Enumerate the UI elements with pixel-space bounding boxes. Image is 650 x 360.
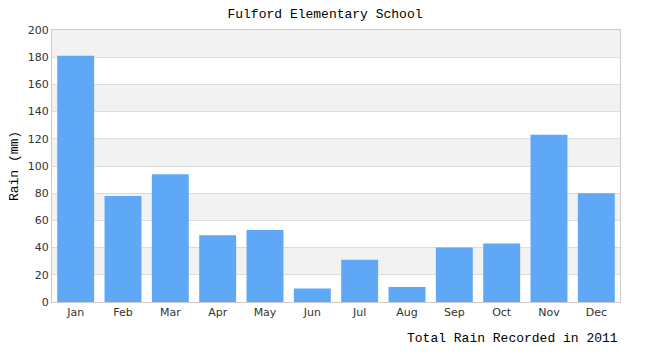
svg-text:200: 200 (28, 24, 49, 37)
svg-text:160: 160 (28, 78, 49, 91)
svg-text:80: 80 (35, 187, 49, 200)
svg-text:60: 60 (35, 214, 49, 227)
svg-text:Feb: Feb (113, 306, 132, 319)
svg-text:120: 120 (28, 133, 49, 146)
svg-text:40: 40 (35, 241, 49, 254)
svg-text:Fulford Elementary School: Fulford Elementary School (227, 7, 422, 22)
svg-text:180: 180 (28, 51, 49, 64)
svg-text:Sep: Sep (444, 306, 465, 319)
svg-text:Nov: Nov (538, 306, 560, 319)
svg-text:May: May (254, 306, 277, 319)
svg-text:0: 0 (42, 296, 49, 309)
svg-text:Oct: Oct (492, 306, 512, 319)
svg-text:100: 100 (28, 160, 49, 173)
svg-text:Mar: Mar (160, 306, 181, 319)
svg-text:Rain (mm): Rain (mm) (7, 131, 22, 201)
svg-text:Jun: Jun (303, 306, 321, 319)
svg-text:Apr: Apr (208, 306, 228, 319)
svg-text:Total Rain Recorded in 2011: Total Rain Recorded in 2011 (407, 331, 618, 346)
svg-text:20: 20 (35, 269, 49, 282)
svg-text:140: 140 (28, 105, 49, 118)
svg-text:Aug: Aug (396, 306, 417, 319)
svg-text:Jul: Jul (352, 306, 366, 319)
svg-text:Dec: Dec (586, 306, 607, 319)
svg-text:Jan: Jan (66, 306, 84, 319)
